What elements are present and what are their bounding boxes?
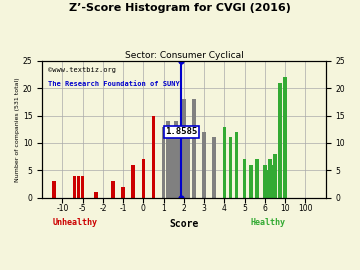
- Bar: [283, 77, 287, 198]
- Bar: [73, 176, 76, 198]
- Bar: [243, 160, 247, 198]
- Bar: [186, 127, 190, 198]
- Bar: [178, 132, 182, 198]
- Text: 1.8585: 1.8585: [165, 127, 197, 137]
- Bar: [192, 99, 196, 198]
- Text: The Research Foundation of SUNY: The Research Foundation of SUNY: [48, 81, 180, 87]
- Bar: [249, 165, 253, 198]
- Bar: [94, 193, 98, 198]
- Bar: [255, 160, 258, 198]
- Bar: [53, 181, 56, 198]
- Bar: [170, 127, 174, 198]
- Bar: [266, 170, 269, 198]
- Bar: [284, 143, 287, 198]
- Bar: [141, 160, 145, 198]
- Bar: [202, 132, 206, 198]
- Bar: [162, 127, 166, 198]
- Bar: [111, 181, 115, 198]
- Bar: [174, 121, 177, 198]
- X-axis label: Score: Score: [169, 219, 199, 229]
- Bar: [268, 160, 272, 198]
- Bar: [121, 187, 125, 198]
- Bar: [273, 154, 277, 198]
- Bar: [77, 176, 80, 198]
- Bar: [212, 137, 216, 198]
- Bar: [235, 132, 238, 198]
- Bar: [229, 137, 232, 198]
- Bar: [278, 83, 282, 198]
- Bar: [182, 99, 186, 198]
- Text: Unhealthy: Unhealthy: [52, 218, 97, 227]
- Title: Sector: Consumer Cyclical: Sector: Consumer Cyclical: [125, 51, 243, 60]
- Bar: [81, 176, 85, 198]
- Bar: [263, 165, 267, 198]
- Text: ©www.textbiz.org: ©www.textbiz.org: [48, 68, 116, 73]
- Y-axis label: Number of companies (531 total): Number of companies (531 total): [15, 77, 20, 181]
- Bar: [131, 165, 135, 198]
- Bar: [271, 165, 274, 198]
- Bar: [152, 116, 155, 198]
- Bar: [222, 127, 226, 198]
- Bar: [166, 121, 170, 198]
- Text: Z’-Score Histogram for CVGI (2016): Z’-Score Histogram for CVGI (2016): [69, 3, 291, 13]
- Text: Healthy: Healthy: [251, 218, 286, 227]
